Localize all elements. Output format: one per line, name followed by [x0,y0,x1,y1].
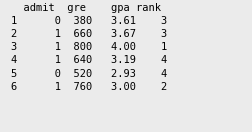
Text: admit  gre    gpa rank
1      0  380   3.61    3
2      1  660   3.67    3
3    : admit gre gpa rank 1 0 380 3.61 3 2 1 66… [11,3,167,92]
